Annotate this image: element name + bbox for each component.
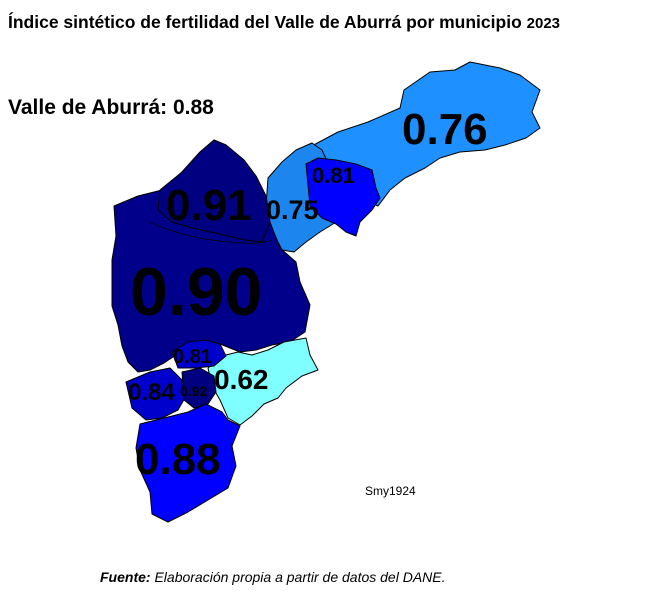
summary-value: 0.88 xyxy=(172,96,214,119)
region-north-mid-label: 0.81 xyxy=(312,163,355,188)
title-year: 2023 xyxy=(526,15,561,32)
source-label: Fuente: xyxy=(100,569,151,585)
summary-label: Valle de Aburrá: xyxy=(8,96,168,119)
region-south-mid-upper xyxy=(171,339,227,369)
region-north-east-label: 0.76 xyxy=(402,105,488,154)
region-north-west-label: 0.75 xyxy=(266,195,319,225)
region-south-mid-small-label: 0.92 xyxy=(180,383,207,399)
source-note: Fuente: Elaboración propia a partir de d… xyxy=(100,569,446,585)
region-south-east xyxy=(207,337,319,426)
region-north-upper-label: 0.91 xyxy=(166,181,252,230)
region-south-mid-upper-label: 0.81 xyxy=(173,346,212,368)
region-south xyxy=(135,403,241,523)
map-title: Índice sintético de fertilidad del Valle… xyxy=(8,12,560,33)
region-south-mid-west xyxy=(125,367,187,421)
boundary-line xyxy=(149,221,273,244)
region-north-upper xyxy=(157,139,271,243)
region-south-east-label: 0.62 xyxy=(214,364,269,395)
region-south-mid-west-label: 0.84 xyxy=(128,379,175,406)
region-south-mid-small xyxy=(181,367,217,409)
region-north-mid xyxy=(305,157,381,237)
region-central-label: 0.90 xyxy=(130,254,262,330)
valle-summary: Valle de Aburrá: 0.88 xyxy=(8,96,214,120)
author-watermark: Smy1924 xyxy=(365,484,416,498)
source-text: Elaboración propia a partir de datos del… xyxy=(154,569,446,585)
region-south-label: 0.88 xyxy=(135,435,221,484)
title-text: Índice sintético de fertilidad del Valle… xyxy=(8,12,522,32)
